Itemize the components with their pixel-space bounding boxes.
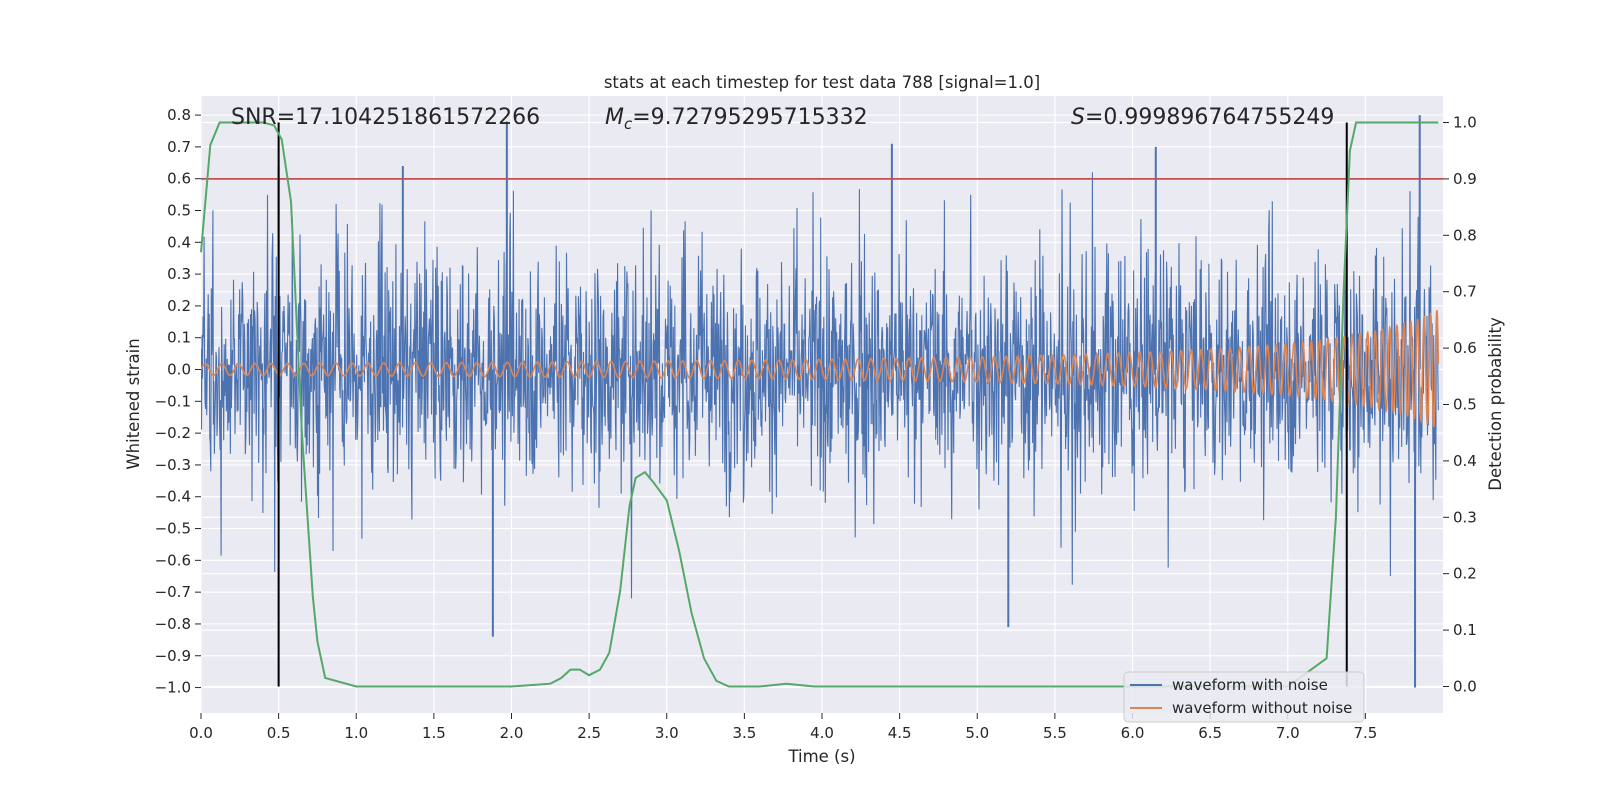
y-tick-label: 0.3 [167,265,191,283]
y2-tick-label: 0.1 [1453,621,1477,639]
series-waveform-without-noise [201,310,1440,428]
y-tick-label: −0.3 [155,456,191,474]
x-tick-label: 1.0 [344,724,368,742]
y2-tick-label: 0.7 [1453,283,1477,301]
x-tick-label: 5.5 [1043,724,1067,742]
x-tick-label: 7.0 [1276,724,1300,742]
x-tick-label: 2.0 [500,724,524,742]
y2-tick-label: 0.3 [1453,508,1477,526]
x-tick-label: 1.5 [422,724,446,742]
x-tick-label: 4.5 [888,724,912,742]
chirp-mass-annotation: Mc=9.72795295715332 [605,105,868,133]
y-tick-label: −0.8 [155,615,191,633]
y2-tick-label: 0.0 [1453,677,1477,695]
y2-tick-label: 1.0 [1453,114,1477,132]
y2-axis-label: Detection probability [1486,317,1505,491]
x-tick-label: 7.5 [1353,724,1377,742]
y2-tick-label: 0.6 [1453,339,1477,357]
legend: waveform with noise waveform without noi… [1123,671,1365,723]
y-tick-label: 0.4 [167,233,191,251]
legend-box [1123,671,1365,723]
y-tick-label: −0.5 [155,520,191,538]
y-tick-label: −0.6 [155,551,191,569]
y-tick-label: 0.0 [167,361,191,379]
x-tick-label: 0.5 [267,724,291,742]
x-tick-label: 2.5 [577,724,601,742]
x-tick-label: 3.0 [655,724,679,742]
x-tick-label: 4.0 [810,724,834,742]
x-axis-label: Time (s) [787,747,855,766]
y2-tick-label: 0.4 [1453,452,1477,470]
chirp-trace [201,310,1440,428]
score-annotation: S=0.999896764755249 [1071,105,1334,130]
y-tick-label: −0.9 [155,647,191,665]
y-tick-label: −0.7 [155,583,191,601]
y2-tick-label: 0.2 [1453,565,1477,583]
x-tick-label: 6.5 [1198,724,1222,742]
y-tick-label: 0.5 [167,201,191,219]
x-tick-label: 6.0 [1121,724,1145,742]
y2-tick-label: 0.8 [1453,226,1477,244]
noise-trace [201,172,1439,599]
y-tick-label: −1.0 [155,679,191,697]
y-tick-label: 0.1 [167,329,191,347]
y-tick-label: 0.7 [167,138,191,156]
y2-tick-label: 0.5 [1453,396,1477,414]
y-tick-label: −0.1 [155,392,191,410]
y-tick-label: 0.6 [167,170,191,188]
y-tick-label: −0.4 [155,488,191,506]
y2-tick-label: 0.9 [1453,170,1477,188]
legend-label-clean: waveform without noise [1172,699,1352,717]
y-tick-label: 0.8 [167,106,191,124]
x-tick-label: 5.0 [965,724,989,742]
y-tick-label: −0.2 [155,424,191,442]
chart-title: stats at each timestep for test data 788… [604,73,1040,92]
x-tick-label: 0.0 [189,724,213,742]
legend-label-noise: waveform with noise [1172,676,1328,694]
axis-ticks: 0.0 0.5 1.0 1.5 2.0 2.5 3.0 3.5 4.0 4.5 5.0 5.5 6.0 6… [155,106,1477,742]
snr-annotation: SNR=17.104251861572266 [231,105,540,130]
y-axis-label: Whitened strain [124,338,143,469]
x-tick-label: 3.5 [732,724,756,742]
y-tick-label: 0.2 [167,297,191,315]
